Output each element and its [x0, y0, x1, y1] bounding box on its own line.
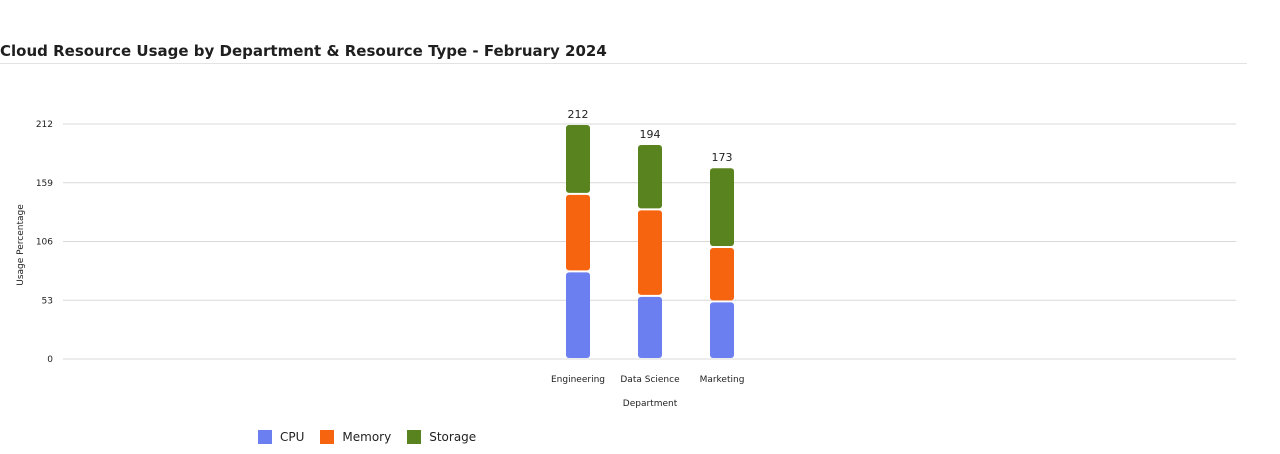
y-tick-label: 212: [36, 120, 53, 130]
y-tick-label: 106: [36, 238, 53, 248]
legend-label-cpu: CPU: [280, 430, 305, 444]
chart-title: Cloud Resource Usage by Department & Res…: [0, 42, 607, 60]
bar-segment-cpu[interactable]: [638, 296, 662, 358]
x-tick-label: Data Science: [620, 375, 680, 385]
legend-label-memory: Memory: [342, 430, 392, 444]
legend-label-storage: Storage: [429, 430, 477, 444]
legend-item-cpu[interactable]: CPU: [258, 430, 304, 444]
bar-total-label: 194: [640, 128, 661, 141]
legend-item-memory[interactable]: Memory: [320, 430, 391, 444]
legend-swatch-memory: [320, 430, 335, 444]
bar-segment-memory[interactable]: [638, 210, 662, 295]
y-tick-label: 0: [47, 355, 53, 365]
x-axis-ticks: Engineering Data Science Marketing: [551, 375, 744, 385]
bar-segment-storage[interactable]: [566, 125, 590, 193]
y-tick-label: 53: [42, 296, 53, 306]
bar-segment-cpu[interactable]: [566, 272, 590, 358]
bar-segment-storage[interactable]: [710, 168, 734, 247]
legend-swatch-cpu: [258, 430, 272, 444]
y-axis-ticks: 0 53 106 159 212: [36, 120, 53, 365]
legend-item-storage[interactable]: Storage: [407, 430, 476, 444]
legend: CPU Memory Storage: [258, 430, 492, 444]
bar-segment-memory[interactable]: [710, 248, 734, 301]
x-axis-label: Department: [623, 399, 678, 409]
bar-segment-memory[interactable]: [566, 194, 590, 271]
title-divider: [0, 63, 1247, 64]
bar-totals: 212 194 173: [568, 108, 733, 164]
bar-total-label: 212: [568, 108, 589, 121]
bar-total-label: 173: [712, 151, 733, 164]
y-axis-label: Usage Percentage: [16, 204, 26, 286]
bar-segment-cpu[interactable]: [710, 302, 734, 358]
legend-swatch-storage: [407, 430, 422, 444]
y-tick-label: 159: [36, 179, 53, 189]
bar-segment-storage[interactable]: [638, 144, 662, 209]
x-tick-label: Marketing: [700, 375, 745, 385]
x-tick-label: Engineering: [551, 375, 605, 385]
bars: [566, 125, 734, 358]
